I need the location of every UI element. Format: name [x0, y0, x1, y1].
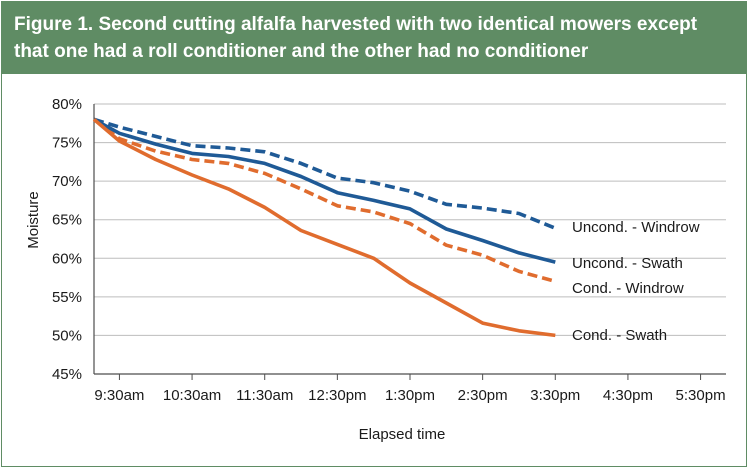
y-tick-label: 65% [52, 212, 82, 229]
grid-lines [94, 103, 726, 336]
y-tick-label: 70% [52, 173, 82, 190]
axes [93, 104, 726, 380]
x-tick-label: 3:30pm [530, 387, 580, 404]
series-label: Uncond. - Swath [572, 255, 683, 272]
series-line-cond-windrow [92, 117, 556, 284]
x-axis-title: Elapsed time [359, 426, 446, 443]
y-tick-label: 50% [52, 327, 82, 344]
series-line-uncond-windrow [93, 117, 556, 230]
series-label: Cond. - Swath [572, 327, 667, 344]
series-label: Cond. - Windrow [572, 280, 684, 297]
series-line-cond-swath [92, 118, 556, 338]
x-tick-label: 10:30am [163, 387, 221, 404]
x-tick-label: 4:30pm [603, 387, 653, 404]
series-line-uncond-swath [93, 117, 556, 264]
figure-title-line-1: Figure 1. Second cutting alfalfa harvest… [14, 14, 698, 35]
x-tick-label: 5:30pm [676, 387, 726, 404]
y-tick-label: 75% [52, 135, 82, 152]
figure-title: Figure 1. Second cutting alfalfa harvest… [2, 2, 746, 74]
x-tick-label: 11:30am [236, 387, 293, 404]
series-label: Uncond. - Windrow [572, 219, 700, 236]
y-tick-label: 80% [52, 96, 82, 113]
x-tick-label: 1:30pm [385, 387, 435, 404]
series-labels: Uncond. - Windrow Uncond. - Swath Cond. - … [572, 219, 700, 344]
y-tick-label: 55% [52, 289, 82, 306]
y-tick-label: 45% [52, 366, 82, 383]
tick-labels: 45% 50% 55% 60% 65% 70% 75% 80% 9:30am 10:30am 11:… [52, 96, 726, 404]
y-axis-title: Moisture [25, 191, 42, 249]
y-tick-label: 60% [52, 250, 82, 267]
figure-title-line-2: that one had a roll conditioner and the … [14, 41, 589, 62]
x-tick-label: 12:30pm [308, 387, 366, 404]
x-tick-label: 9:30am [94, 387, 144, 404]
x-tick-label: 2:30pm [458, 387, 508, 404]
series-lines [92, 117, 556, 338]
moisture-chart: 45% 50% 55% 60% 65% 70% 75% 80% 9:30am 10:30am 11:… [25, 96, 726, 443]
